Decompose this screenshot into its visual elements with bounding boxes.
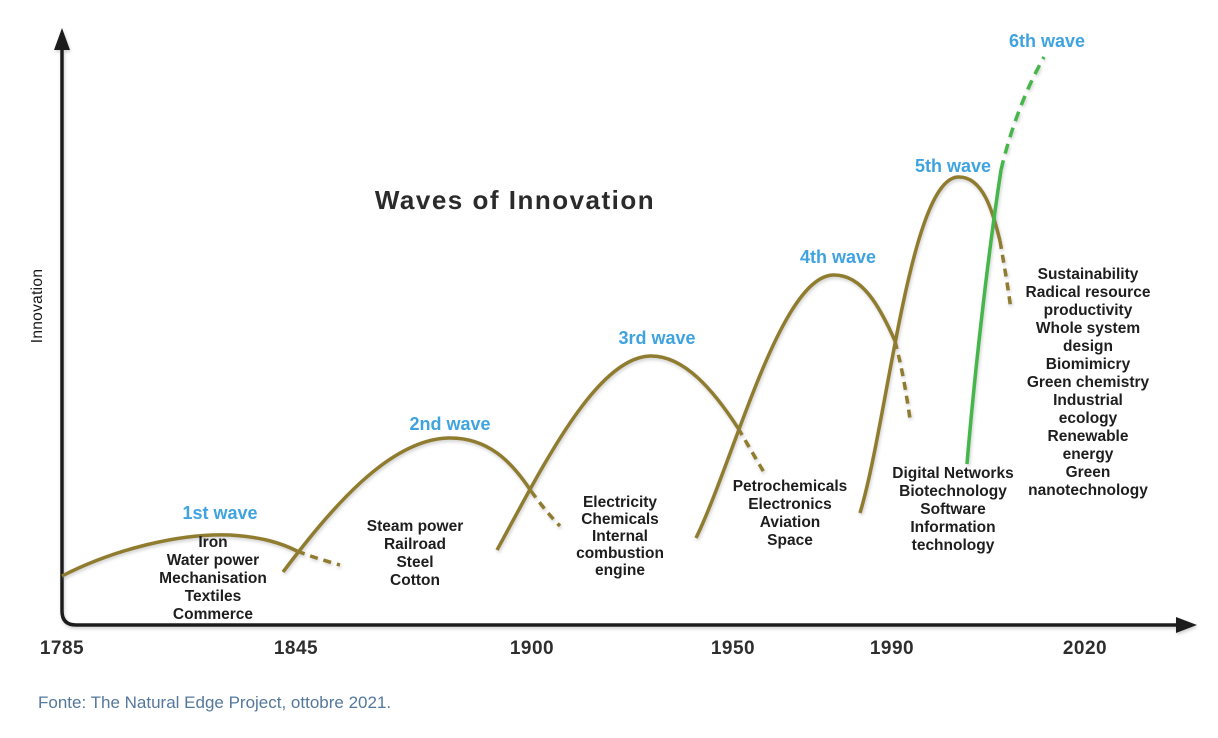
x-tick-1785: 1785	[39, 638, 85, 659]
y-axis-label: Innovation	[29, 268, 46, 344]
y-axis-arrow-icon	[54, 28, 70, 50]
wave-item: Petrochemicals	[732, 478, 848, 495]
chart-title: Waves of Innovation	[374, 185, 656, 215]
x-tick-1990: 1990	[869, 638, 915, 659]
wave-6-items: Sustainability Radical resource producti…	[1023, 266, 1153, 500]
wave-item: Electricity	[582, 494, 658, 511]
wave-5-curve	[858, 175, 1002, 514]
wave-item: Digital Networks	[892, 465, 1014, 482]
wave-item: Biomimicry	[1045, 356, 1131, 373]
x-axis-arrow-icon	[1176, 617, 1197, 633]
wave-item: Water power	[166, 552, 260, 569]
wave-label-4th: 4th wave	[799, 247, 877, 267]
wave-6-curve-dashed-top	[999, 56, 1046, 171]
wave-3-items: Electricity Chemicals Internal combustio…	[574, 494, 666, 579]
source-note: Fonte: The Natural Edge Project, ottobre…	[38, 693, 392, 712]
wave-item: Renewable energy	[1047, 428, 1129, 463]
wave-item: Iron	[198, 534, 228, 551]
wave-item: Commerce	[172, 606, 254, 623]
wave-item: Cotton	[390, 572, 440, 589]
axes	[54, 28, 1197, 633]
wave-item: Space	[767, 532, 813, 549]
wave-2-curve	[281, 436, 533, 574]
wave-item: Industrial ecology	[1053, 392, 1123, 427]
wave-item: Electronics	[748, 496, 832, 513]
wave-item: Biotechnology	[899, 483, 1007, 500]
wave-item: Steam power	[366, 518, 464, 535]
wave-1-curve-dashed-tail	[296, 549, 341, 567]
wave-4-curve	[694, 273, 897, 539]
wave-5-items: Digital Networks Biotechnology Software …	[889, 465, 1017, 555]
wave-item: Textiles	[184, 588, 242, 605]
wave-4-curve-dashed-tail	[893, 340, 912, 420]
wave-item: Software	[920, 501, 986, 518]
wave-label-2nd: 2nd wave	[409, 414, 491, 434]
wave-item: Mechanisation	[159, 570, 267, 587]
wave-label-3rd: 3rd wave	[618, 328, 696, 348]
wave-2-items: Steam power Railroad Steel Cotton	[367, 518, 463, 590]
wave-item: Whole system design	[1035, 320, 1141, 355]
wave-item: Sustainability	[1037, 266, 1139, 283]
wave-item: Steel	[396, 554, 434, 571]
wave-1-items: Iron Water power Mechanisation Textiles …	[159, 534, 267, 624]
wave-curves	[61, 175, 1013, 578]
wave-label-6th: 6th wave	[1008, 31, 1086, 51]
x-tick-1900: 1900	[509, 638, 555, 659]
wave-3-curve-dashed-tail	[736, 427, 767, 475]
axis-lines	[60, 46, 1180, 627]
wave-2-curve-dashed-tail	[529, 489, 562, 528]
wave-5-curve-dashed-tail	[998, 240, 1013, 311]
wave-item: Aviation	[759, 514, 821, 531]
x-tick-1845: 1845	[273, 638, 319, 659]
x-tick-2020: 2020	[1062, 638, 1108, 659]
x-tick-1950: 1950	[710, 638, 756, 659]
wave-item: Radical resource productivity	[1025, 284, 1151, 319]
wave-label-5th: 5th wave	[914, 156, 992, 176]
wave-item: Internal combustion engine	[576, 528, 664, 579]
wave-item: Chemicals	[581, 511, 659, 528]
wave-item: Railroad	[383, 536, 447, 553]
wave-label-1st: 1st wave	[182, 503, 258, 523]
wave-item: Green chemistry	[1026, 374, 1150, 391]
wave-3-curve	[495, 354, 740, 551]
wave-item: Information technology	[910, 519, 996, 554]
wave-item: Green nanotechnology	[1028, 464, 1148, 499]
wave-4-items: Petrochemicals Electronics Aviation Spac…	[733, 478, 848, 550]
wave-1-curve	[61, 533, 298, 578]
wave-6-curves	[965, 56, 1046, 465]
wave-6-curve	[965, 169, 1003, 465]
